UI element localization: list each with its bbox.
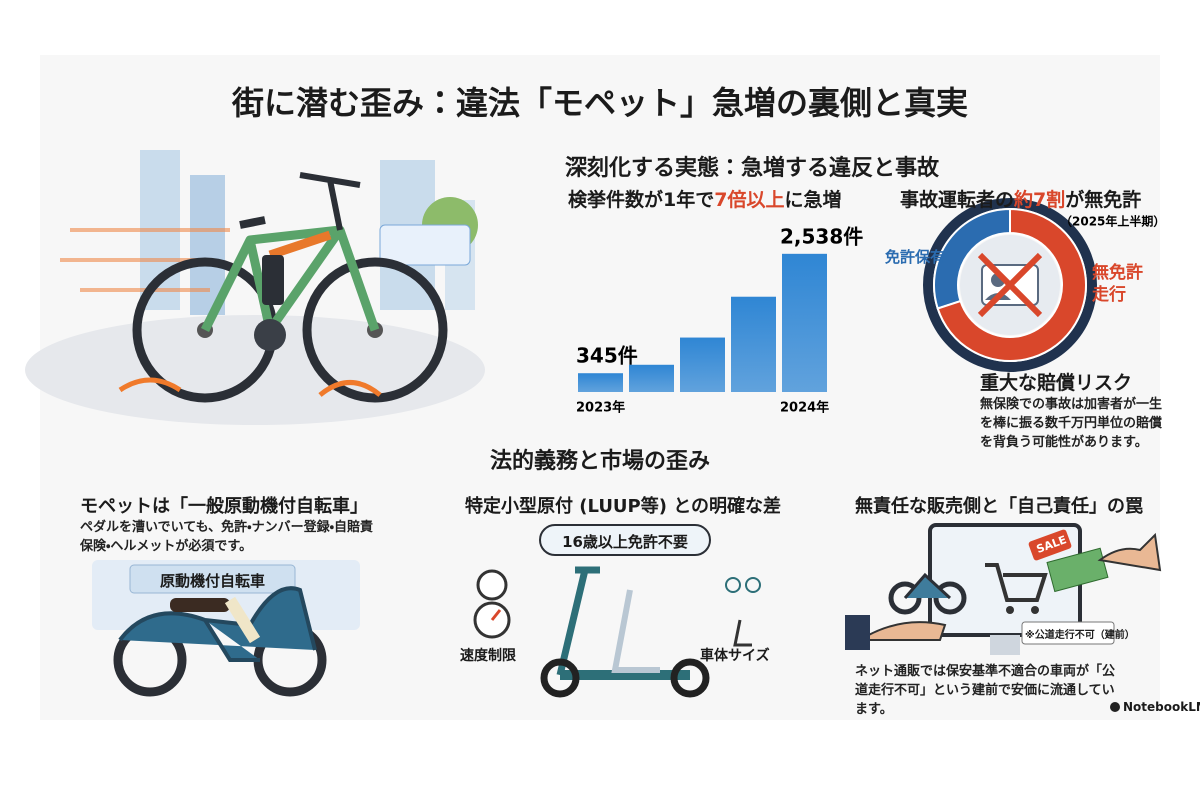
bar [629, 364, 674, 392]
brand: NotebookLM [1123, 700, 1200, 714]
column-heading: 無責任な販売側と「自己責任」の罠 [855, 496, 1143, 517]
feature-label: 速度制限 [460, 648, 516, 664]
chart-title: 事故運転者の約7割が無免許 [900, 188, 1141, 211]
page-title: 街に潜む歪み：違法「モペット」急増の裏側と真実 [231, 84, 968, 122]
section-heading: 深刻化する実態：急増する違反と事故 [565, 156, 940, 181]
feature-label: 車体サイズ [700, 648, 770, 664]
bar [782, 253, 827, 392]
risk-heading: 重大な賠償リスク [980, 372, 1133, 394]
x-tick-label: 2023年 [576, 400, 625, 416]
bar [731, 296, 776, 392]
bicycle-illustration [25, 150, 485, 425]
column-heading: 特定小型原付 (LUUP等) との明確な差 [465, 496, 782, 517]
title-part: 検挙件数が1年で [568, 188, 714, 211]
chart-subtitle: （2025年上半期） [1060, 214, 1165, 229]
bar [680, 337, 725, 392]
kickscooter-illustration [473, 524, 761, 698]
moped-illustration [92, 560, 360, 697]
column-text: ネット通販では保安基準不適合の車両が「公道走行不可」という建前で安価に流通してい… [855, 664, 1116, 717]
column-heading: モペットは「一般原動機付自転車」 [80, 496, 368, 517]
legend-label: 無免許走行 [1092, 263, 1143, 305]
x-tick-label: 2024年 [780, 400, 829, 416]
bar [578, 373, 623, 392]
value-label: 345件 [576, 344, 638, 368]
online-shop-illustration [845, 523, 1162, 655]
pie-slice [936, 207, 1087, 362]
no-license-icon [923, 198, 1097, 372]
title-part: が無免許 [1065, 188, 1141, 211]
legend-label: 免許保有 [885, 248, 946, 266]
sign-label: 原動機付自転車 [159, 572, 265, 590]
title-part: 7倍以上 [714, 188, 784, 211]
section-heading: 法的義務と市場の歪み [489, 449, 710, 474]
title-part: 約7割 [1013, 188, 1065, 211]
chart-title: 検挙件数が1年で7倍以上に急増 [568, 188, 841, 211]
title-part: に急増 [784, 188, 841, 211]
title-part: 事故運転者の [900, 188, 1014, 211]
column-text: ペダルを漕いでいても、免許・ナンバー登録・自賠責保険・ヘルメットが必須です。 [80, 520, 374, 554]
badge: 16歳以上免許不要 [562, 533, 688, 551]
note: ※公道走行不可（建前） [1025, 630, 1135, 641]
risk-text: 無保険での事故は加害者が一生を棒に振る数千万円単位の賠償を背負う可能性があります… [980, 397, 1163, 450]
brand-icon [1110, 702, 1120, 712]
value-label: 2,538件 [780, 224, 863, 248]
